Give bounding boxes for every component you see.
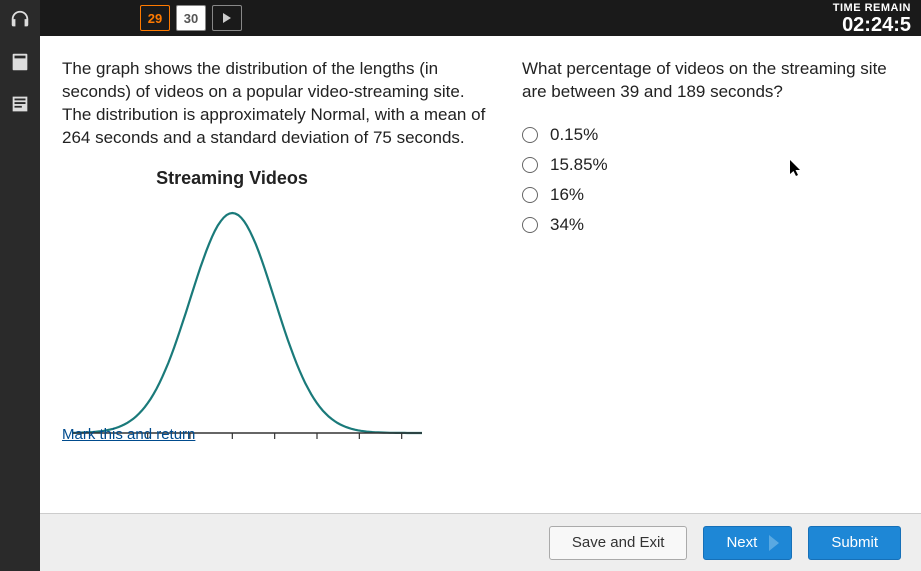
timer: TIME REMAIN 02:24:5: [833, 2, 911, 37]
radio-icon: [522, 187, 538, 203]
tool-rail: [0, 0, 40, 571]
answer-options: 0.15% 15.85% 16% 34%: [522, 120, 891, 240]
question-text: What percentage of videos on the streami…: [522, 58, 891, 104]
option-label: 15.85%: [550, 155, 608, 175]
nav-question-29[interactable]: 29: [140, 5, 170, 31]
question-stem: The graph shows the distribution of the …: [62, 58, 492, 150]
option-label: 16%: [550, 185, 584, 205]
question-nav-bar: 29 30 TIME REMAIN 02:24:5: [40, 0, 921, 36]
radio-icon: [522, 127, 538, 143]
stem-column: The graph shows the distribution of the …: [62, 58, 492, 513]
option-d[interactable]: 34%: [522, 210, 891, 240]
answer-column: What percentage of videos on the streami…: [522, 58, 891, 513]
timer-label: TIME REMAIN: [833, 2, 911, 14]
option-a[interactable]: 0.15%: [522, 120, 891, 150]
nav-play-button[interactable]: [212, 5, 242, 31]
calculator-icon[interactable]: [5, 48, 35, 76]
question-content: The graph shows the distribution of the …: [40, 36, 921, 513]
option-c[interactable]: 16%: [522, 180, 891, 210]
option-label: 0.15%: [550, 125, 598, 145]
option-b[interactable]: 15.85%: [522, 150, 891, 180]
headset-icon[interactable]: [5, 6, 35, 34]
chart-title: Streaming Videos: [62, 168, 402, 189]
notes-icon[interactable]: [5, 90, 35, 118]
footer-bar: Save and Exit Next Submit: [40, 513, 921, 571]
timer-value: 02:24:5: [833, 14, 911, 37]
next-button[interactable]: Next: [703, 526, 792, 560]
radio-icon: [522, 217, 538, 233]
option-label: 34%: [550, 215, 584, 235]
radio-icon: [522, 157, 538, 173]
submit-button[interactable]: Submit: [808, 526, 901, 560]
main-area: 29 30 TIME REMAIN 02:24:5 The graph show…: [40, 0, 921, 571]
save-and-exit-button[interactable]: Save and Exit: [549, 526, 688, 560]
nav-question-30[interactable]: 30: [176, 5, 206, 31]
mark-and-return-link[interactable]: Mark this and return: [62, 426, 195, 443]
